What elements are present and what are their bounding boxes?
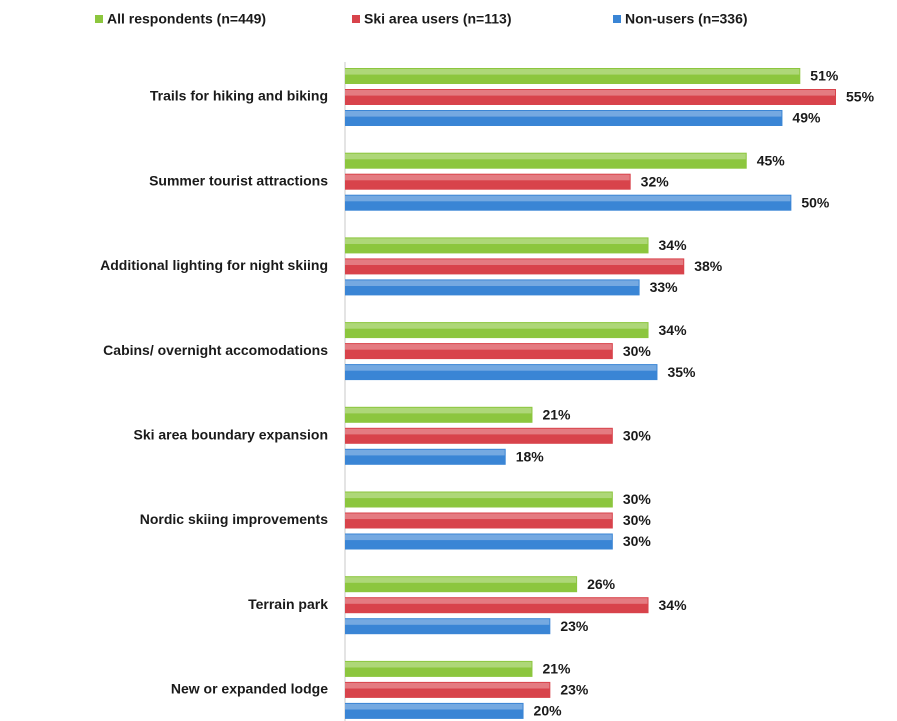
- data-label: 26%: [587, 576, 616, 592]
- data-label: 50%: [801, 194, 830, 210]
- bar-shine: [345, 534, 612, 541]
- bar: [345, 660, 533, 677]
- data-label: 30%: [623, 428, 652, 444]
- legend-label: All respondents (n=449): [107, 11, 266, 27]
- bar: [345, 512, 613, 529]
- bar-shine: [345, 90, 835, 96]
- bar-shine: [345, 407, 532, 414]
- bar: [345, 406, 533, 423]
- bar-shine: [345, 703, 523, 710]
- bar: [345, 110, 783, 126]
- bar: [345, 364, 658, 381]
- bar: [345, 258, 685, 275]
- data-label: 34%: [659, 597, 688, 613]
- category-label: Ski area boundary expansion: [133, 427, 328, 443]
- bar: [345, 322, 649, 339]
- category-label: Trails for hiking and biking: [150, 88, 328, 104]
- bar: [345, 491, 613, 508]
- bar-shine: [345, 153, 746, 160]
- bar-shine: [345, 69, 800, 75]
- bar: [345, 89, 836, 105]
- legend-label: Ski area users (n=113): [364, 11, 512, 27]
- bar-shine: [345, 111, 782, 117]
- bar: [345, 343, 613, 360]
- data-label: 34%: [659, 237, 688, 253]
- bar-shine: [345, 323, 648, 329]
- bar: [345, 576, 578, 593]
- legend-label: Non-users (n=336): [625, 11, 748, 27]
- data-label: 23%: [560, 618, 589, 634]
- bar-shine: [345, 577, 577, 583]
- bar: [345, 681, 551, 698]
- data-label: 30%: [623, 533, 652, 549]
- category-label: Additional lighting for night skiing: [100, 257, 328, 273]
- bar-shine: [345, 238, 648, 244]
- bar-shine: [345, 449, 505, 456]
- bar: [345, 448, 506, 465]
- bar-shine: [345, 365, 657, 371]
- data-label: 30%: [623, 512, 652, 528]
- bar-shine: [345, 661, 532, 668]
- legend-swatch: [95, 15, 103, 23]
- bar: [345, 152, 747, 169]
- bar: [345, 68, 801, 84]
- data-label: 30%: [623, 491, 652, 507]
- bar-shine: [345, 513, 612, 520]
- bar: [345, 237, 649, 254]
- data-label: 32%: [641, 173, 670, 189]
- bar-shine: [345, 492, 612, 499]
- data-label: 23%: [560, 682, 589, 698]
- data-label: 45%: [757, 152, 786, 168]
- category-label: Terrain park: [248, 596, 328, 612]
- data-label: 21%: [542, 407, 571, 423]
- bar-shine: [345, 280, 639, 286]
- bar: [345, 597, 649, 614]
- bar: [345, 279, 640, 296]
- bar: [345, 702, 524, 719]
- bar-shine: [345, 174, 630, 181]
- data-label: 33%: [650, 279, 679, 295]
- bar-shine: [345, 195, 791, 202]
- bar-shine: [345, 259, 684, 265]
- legend-swatch: [352, 15, 360, 23]
- category-label: New or expanded lodge: [171, 681, 328, 697]
- bar-shine: [345, 682, 550, 689]
- data-label: 35%: [667, 364, 696, 380]
- bar-shine: [345, 344, 612, 350]
- data-label: 38%: [694, 258, 723, 274]
- bar-shine: [345, 428, 612, 435]
- bar: [345, 533, 613, 550]
- bar: [345, 173, 631, 190]
- data-label: 49%: [792, 110, 821, 126]
- category-label: Summer tourist attractions: [149, 172, 328, 188]
- data-label: 18%: [516, 449, 545, 465]
- category-label: Nordic skiing improvements: [140, 511, 328, 527]
- legend-swatch: [613, 15, 621, 23]
- category-label: Cabins/ overnight accomodations: [103, 342, 328, 358]
- data-label: 30%: [623, 343, 652, 359]
- data-label: 34%: [659, 322, 688, 338]
- bar: [345, 618, 551, 635]
- data-label: 20%: [534, 703, 563, 719]
- bar-shine: [345, 598, 648, 604]
- data-label: 51%: [810, 68, 839, 84]
- bar: [345, 194, 792, 211]
- bar-shine: [345, 619, 550, 625]
- bar: [345, 427, 613, 444]
- data-label: 21%: [542, 661, 571, 677]
- data-label: 55%: [846, 89, 875, 105]
